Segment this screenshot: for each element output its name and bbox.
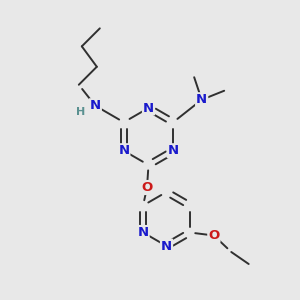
Text: N: N [168, 144, 179, 157]
Text: N: N [138, 226, 149, 239]
Text: O: O [141, 181, 153, 194]
Text: N: N [161, 239, 172, 253]
Text: N: N [118, 144, 129, 157]
Text: N: N [143, 101, 154, 115]
Text: O: O [208, 229, 220, 242]
Text: H: H [76, 107, 85, 117]
Text: N: N [90, 99, 101, 112]
Text: N: N [196, 93, 207, 106]
